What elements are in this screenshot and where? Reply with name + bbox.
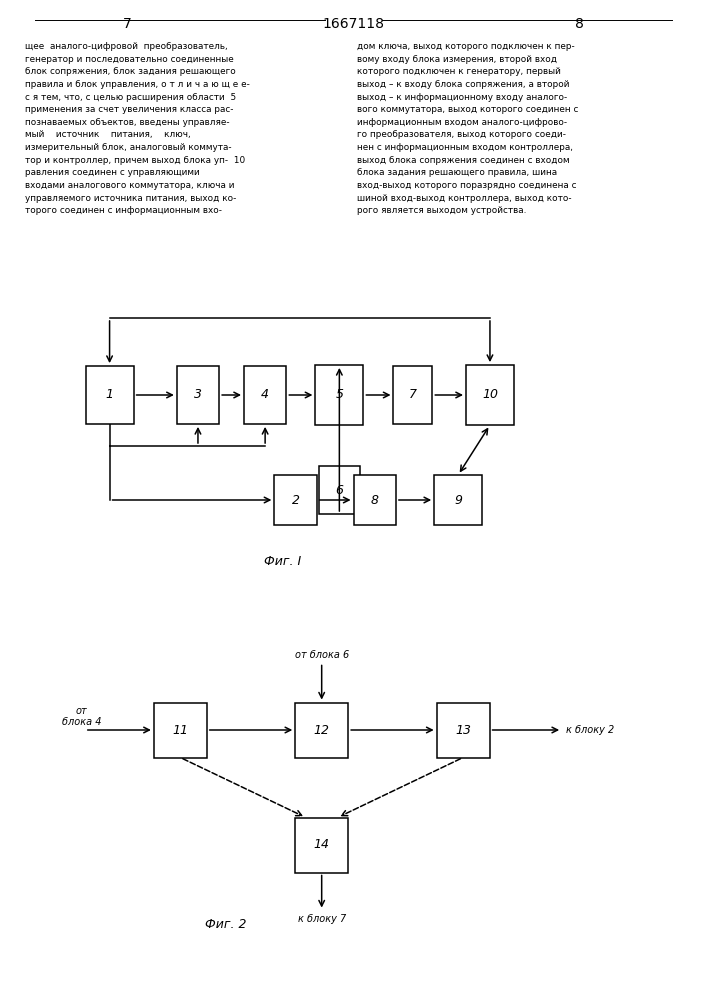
Text: 5: 5 (335, 388, 344, 401)
Bar (177, 366, 219, 424)
Bar (274, 475, 317, 525)
Text: 7: 7 (409, 388, 417, 401)
Bar (154, 702, 207, 758)
Text: 1667118: 1667118 (322, 17, 385, 31)
Text: 1: 1 (105, 388, 114, 401)
Text: щее  аналого-цифровой  преобразователь,
генератор и последовательно соединенные
: щее аналого-цифровой преобразователь, ге… (25, 42, 250, 215)
Text: 9: 9 (454, 493, 462, 506)
Text: от: от (76, 706, 87, 716)
Bar (354, 475, 396, 525)
Text: к блоку 2: к блоку 2 (566, 725, 614, 735)
Text: 4: 4 (261, 388, 269, 401)
Bar (86, 366, 134, 424)
Bar (296, 818, 348, 872)
Text: 13: 13 (455, 724, 471, 736)
Bar (466, 365, 514, 425)
Text: 6: 6 (335, 484, 344, 496)
Text: 12: 12 (314, 724, 329, 736)
Text: Фиг. I: Фиг. I (264, 555, 301, 568)
Bar (319, 466, 360, 514)
Text: 8: 8 (575, 17, 584, 31)
Bar (434, 475, 482, 525)
Bar (393, 366, 433, 424)
Text: 11: 11 (173, 724, 188, 736)
Text: 8: 8 (370, 493, 379, 506)
Text: 10: 10 (482, 388, 498, 401)
Text: к блоку 7: к блоку 7 (298, 914, 346, 924)
Text: 3: 3 (194, 388, 202, 401)
Bar (437, 702, 489, 758)
Bar (296, 702, 348, 758)
Bar (315, 365, 363, 425)
Text: блока 4: блока 4 (62, 717, 101, 727)
Text: дом ключа, выход которого подключен к пер-
вому входу блока измерения, второй вх: дом ключа, выход которого подключен к пе… (357, 42, 578, 215)
Text: 14: 14 (314, 838, 329, 852)
Text: 2: 2 (291, 493, 300, 506)
Bar (244, 366, 286, 424)
Text: Фиг. 2: Фиг. 2 (206, 918, 247, 931)
Text: 7: 7 (123, 17, 132, 31)
Text: от блока 6: от блока 6 (295, 650, 349, 660)
